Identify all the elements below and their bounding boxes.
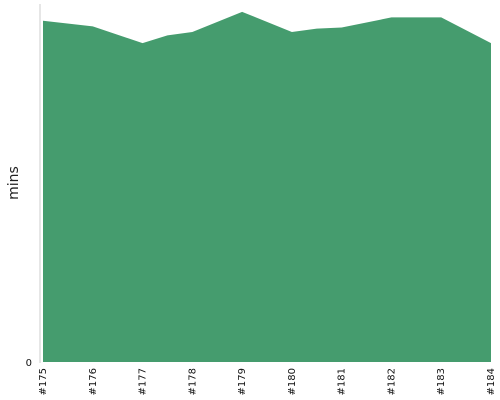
x-tick-label: #182 (386, 368, 397, 395)
x-tick-labels: #175 #176 #177 #178 #179 #180 #181 #182 #183 #184 (38, 368, 497, 395)
x-tick-label: #184 (486, 368, 497, 395)
area-series (43, 11, 491, 363)
y-tick-label: 0 (26, 358, 32, 369)
x-tick-label: #183 (436, 368, 447, 395)
x-tick-label: #178 (187, 368, 198, 395)
plot-area (43, 11, 491, 363)
x-tick-label: #176 (88, 368, 99, 395)
x-tick-label: #181 (337, 368, 348, 395)
x-tick-label: #179 (237, 368, 248, 395)
y-axis-label: mins (6, 166, 22, 200)
x-tick-label: #175 (38, 368, 49, 395)
y-tick-labels: 0 (26, 358, 32, 369)
x-tick-label: #177 (138, 368, 149, 395)
x-tick-label: #180 (287, 368, 298, 395)
